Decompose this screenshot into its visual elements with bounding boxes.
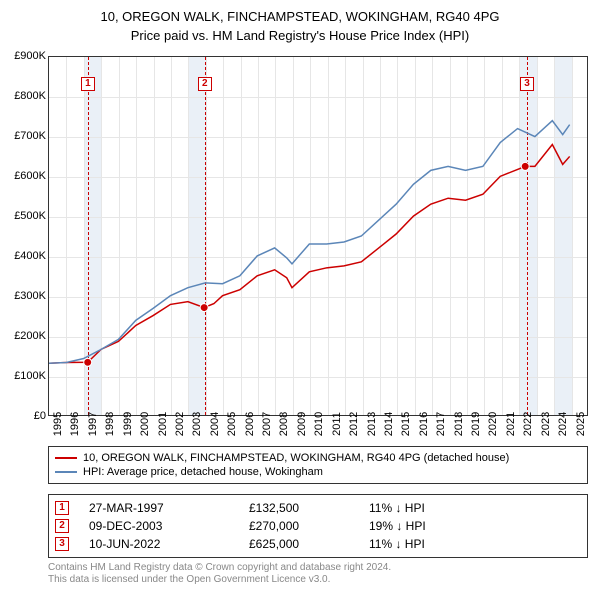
- x-axis-label: 2001: [157, 412, 169, 436]
- y-axis-label: £100K: [14, 370, 46, 382]
- x-axis-label: 1996: [69, 412, 81, 436]
- x-axis-label: 2007: [261, 412, 273, 436]
- transactions-table: 1 27-MAR-1997 £132,500 11% ↓ HPI 2 09-DEC-200…: [48, 494, 588, 558]
- transaction-number: 2: [55, 519, 69, 533]
- transaction-row: 3 10-JUN-2022 £625,000 11% ↓ HPI: [55, 535, 581, 553]
- y-axis-label: £200K: [14, 330, 46, 342]
- x-axis-label: 2017: [435, 412, 447, 436]
- x-axis-label: 1998: [104, 412, 116, 436]
- x-axis-label: 2022: [522, 412, 534, 436]
- x-axis-label: 1995: [52, 412, 64, 436]
- y-axis-label: £800K: [14, 90, 46, 102]
- transaction-row: 1 27-MAR-1997 £132,500 11% ↓ HPI: [55, 499, 581, 517]
- x-axis-label: 2009: [296, 412, 308, 436]
- legend-row: HPI: Average price, detached house, Woki…: [55, 465, 581, 479]
- transaction-diff: 19% ↓ HPI: [369, 519, 489, 533]
- x-axis-label: 2023: [540, 412, 552, 436]
- transaction-date: 10-JUN-2022: [89, 537, 229, 551]
- y-axis-label: £0: [34, 410, 46, 422]
- legend-label: HPI: Average price, detached house, Woki…: [83, 466, 323, 478]
- transaction-date: 09-DEC-2003: [89, 519, 229, 533]
- transaction-diff: 11% ↓ HPI: [369, 501, 489, 515]
- legend-swatch: [55, 457, 77, 459]
- x-axis-label: 2015: [400, 412, 412, 436]
- x-axis-label: 1999: [122, 412, 134, 436]
- x-axis-label: 2002: [174, 412, 186, 436]
- x-axis-label: 2005: [226, 412, 238, 436]
- footer-line: This data is licensed under the Open Gov…: [48, 574, 588, 586]
- x-axis-label: 2003: [191, 412, 203, 436]
- transaction-price: £132,500: [249, 501, 349, 515]
- x-axis-label: 2012: [348, 412, 360, 436]
- x-axis-label: 2006: [244, 412, 256, 436]
- y-axis-label: £400K: [14, 250, 46, 262]
- transaction-row: 2 09-DEC-2003 £270,000 19% ↓ HPI: [55, 517, 581, 535]
- attribution-footer: Contains HM Land Registry data © Crown c…: [48, 562, 588, 586]
- chart-legend: 10, OREGON WALK, FINCHAMPSTEAD, WOKINGHA…: [48, 446, 588, 484]
- legend-row: 10, OREGON WALK, FINCHAMPSTEAD, WOKINGHA…: [55, 451, 581, 465]
- x-axis-label: 2020: [487, 412, 499, 436]
- transaction-number: 3: [55, 537, 69, 551]
- x-axis-label: 2008: [278, 412, 290, 436]
- y-axis-label: £600K: [14, 170, 46, 182]
- x-axis-label: 2024: [557, 412, 569, 436]
- x-axis-label: 2011: [331, 412, 343, 436]
- x-axis-label: 2019: [470, 412, 482, 436]
- transaction-number: 1: [55, 501, 69, 515]
- chart-plot-area: 123: [48, 56, 588, 416]
- x-axis-label: 2014: [383, 412, 395, 436]
- x-axis-label: 2021: [505, 412, 517, 436]
- x-axis-label: 2013: [366, 412, 378, 436]
- x-axis-label: 2016: [418, 412, 430, 436]
- x-axis-label: 2025: [575, 412, 587, 436]
- x-axis-label: 2000: [139, 412, 151, 436]
- transaction-diff: 11% ↓ HPI: [369, 537, 489, 551]
- chart-title: 10, OREGON WALK, FINCHAMPSTEAD, WOKINGHA…: [0, 0, 600, 28]
- y-axis-label: £300K: [14, 290, 46, 302]
- footer-line: Contains HM Land Registry data © Crown c…: [48, 562, 588, 574]
- transaction-price: £625,000: [249, 537, 349, 551]
- y-axis-label: £700K: [14, 130, 46, 142]
- transaction-date: 27-MAR-1997: [89, 501, 229, 515]
- y-axis-label: £500K: [14, 210, 46, 222]
- transaction-price: £270,000: [249, 519, 349, 533]
- legend-label: 10, OREGON WALK, FINCHAMPSTEAD, WOKINGHA…: [83, 452, 509, 464]
- legend-swatch: [55, 471, 77, 473]
- x-axis-label: 2018: [453, 412, 465, 436]
- y-axis-label: £900K: [14, 50, 46, 62]
- chart-subtitle: Price paid vs. HM Land Registry's House …: [0, 28, 600, 49]
- x-axis-label: 2004: [209, 412, 221, 436]
- x-axis-label: 2010: [313, 412, 325, 436]
- x-axis-label: 1997: [87, 412, 99, 436]
- series-hpi: [49, 121, 570, 364]
